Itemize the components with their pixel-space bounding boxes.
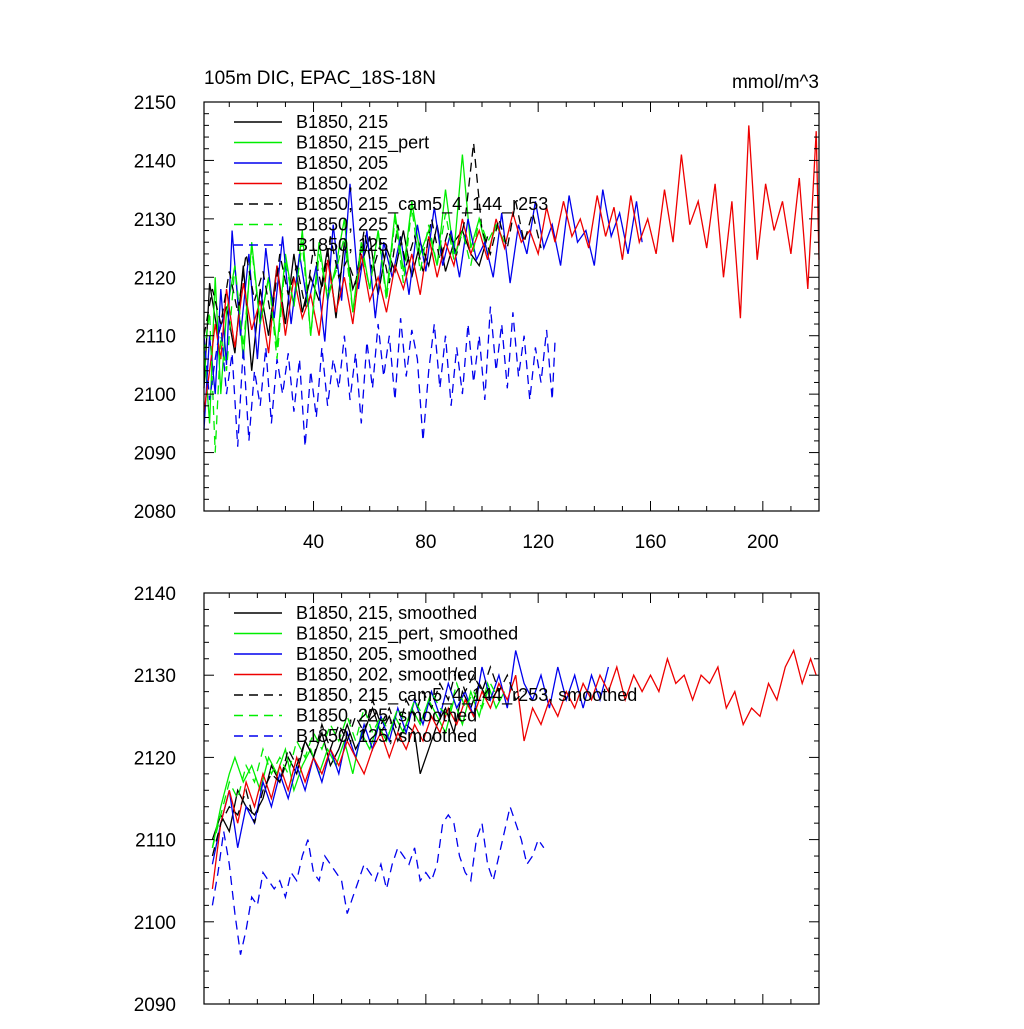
y-tick-label: 2140 bbox=[134, 584, 176, 605]
y-tick-label: 2090 bbox=[134, 995, 176, 1016]
series-group bbox=[211, 648, 817, 955]
legend-label: B1850, 202 bbox=[296, 174, 388, 194]
legend-label: B1850, 225 bbox=[296, 215, 388, 235]
y-tick-label: 2110 bbox=[135, 327, 176, 348]
plot-frame bbox=[203, 101, 820, 512]
legend-label: B1850, 125 bbox=[296, 235, 388, 255]
legend-label: B1850, 215_pert bbox=[296, 133, 429, 154]
legend-label: B1850, 215_cam5_4_144_r253, smoothed bbox=[296, 685, 637, 706]
legend-label: B1850, 202, smoothed bbox=[296, 665, 477, 685]
x-tick-label: 120 bbox=[522, 532, 554, 553]
legend-label: B1850, 215_pert, smoothed bbox=[296, 624, 518, 645]
plot-frame bbox=[203, 592, 820, 1005]
series-line-7 bbox=[203, 306, 556, 447]
x-tick-label: 200 bbox=[747, 532, 779, 553]
y-tick-label: 2080 bbox=[134, 502, 176, 523]
y-tick-label: 2120 bbox=[134, 748, 176, 769]
legend-label: B1850, 125, smoothed bbox=[296, 726, 477, 746]
series-line-4 bbox=[203, 125, 820, 412]
axis-ticks: 2090 2100 2110 2120 2130 2140 bbox=[134, 584, 820, 1016]
y-tick-label: 2150 bbox=[134, 93, 176, 114]
chart-title: 105m DIC, EPAC_18S-18N bbox=[204, 68, 436, 89]
x-tick-label: 160 bbox=[635, 532, 667, 553]
y-tick-label: 2100 bbox=[134, 385, 176, 406]
series-line-6 bbox=[203, 207, 497, 453]
series-line-2 bbox=[203, 154, 506, 424]
series-line-5 bbox=[211, 664, 525, 857]
legend-label: B1850, 215, smoothed bbox=[296, 603, 477, 623]
series-line-3 bbox=[203, 183, 643, 430]
y-tick-label: 2090 bbox=[134, 444, 176, 465]
top-panel: 105m DIC, EPAC_18S-18N mmol/m^3 2080 2090… bbox=[134, 68, 820, 553]
x-tick-label: 80 bbox=[415, 532, 436, 553]
legend-label: B1850, 215 bbox=[296, 112, 388, 132]
y-tick-label: 2130 bbox=[134, 210, 176, 231]
y-tick-label: 2120 bbox=[134, 268, 176, 289]
axis-ticks: 2080 2090 2100 2110 2120 2130 2140 2150 40 80 120 1… bbox=[134, 93, 820, 553]
legend-label: B1850, 205 bbox=[296, 153, 388, 173]
legend-label: B1850, 225, smoothed bbox=[296, 706, 477, 726]
series-line-7 bbox=[211, 804, 545, 955]
x-tick-label: 40 bbox=[303, 532, 324, 553]
bottom-panel: 2090 2100 2110 2120 2130 2140 B1850, 215, smo… bbox=[134, 584, 820, 1016]
units-label: mmol/m^3 bbox=[732, 72, 819, 93]
y-tick-label: 2130 bbox=[134, 666, 176, 687]
y-tick-label: 2110 bbox=[135, 831, 176, 852]
series-line-3 bbox=[211, 650, 610, 865]
series-line-6 bbox=[211, 681, 500, 848]
y-tick-label: 2140 bbox=[134, 151, 176, 172]
y-tick-label: 2100 bbox=[134, 913, 176, 934]
series-group bbox=[203, 125, 820, 453]
legend-label: B1850, 215_cam5_4_144_r253 bbox=[296, 194, 548, 215]
legend-label: B1850, 205, smoothed bbox=[296, 644, 477, 664]
